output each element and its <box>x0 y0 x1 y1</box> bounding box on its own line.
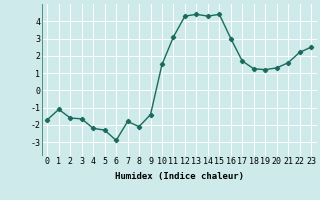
X-axis label: Humidex (Indice chaleur): Humidex (Indice chaleur) <box>115 172 244 181</box>
